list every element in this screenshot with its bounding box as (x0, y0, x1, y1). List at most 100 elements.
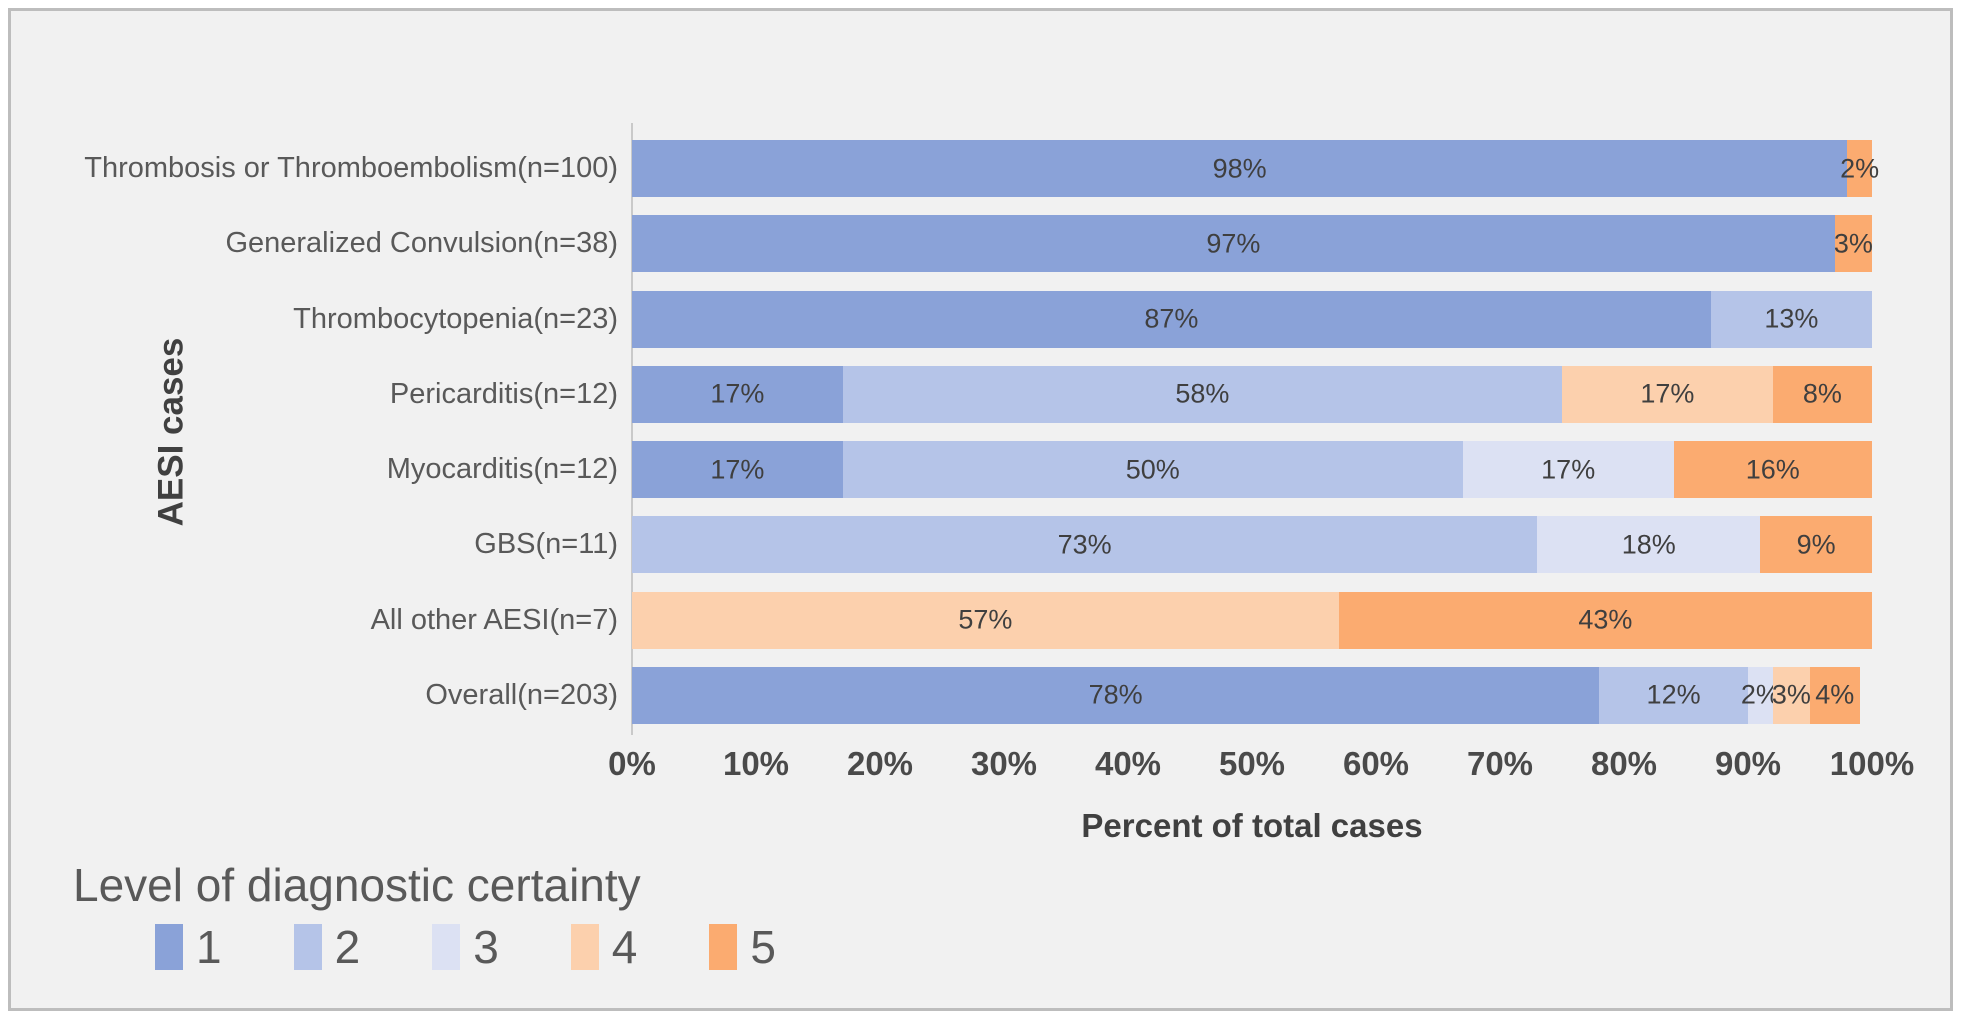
x-axis-ticks: 0% 10% 20% 30% 40% 50% 60% 70% 80% 90% 100% (608, 745, 1914, 789)
category-label: All other AESI(n=7) (370, 603, 618, 636)
bar-segment: 50% (842, 441, 1463, 499)
legend-swatch (293, 923, 322, 970)
x-tick-label: 70% (1466, 745, 1534, 782)
legend-swatch (570, 923, 599, 970)
bar: 97% 3% (632, 215, 1873, 273)
bar: 17% 58% 17% 8% (632, 365, 1872, 423)
legend-item: 1 (155, 920, 222, 974)
x-tick-label: 90% (1714, 745, 1782, 782)
legend-swatch (709, 923, 738, 970)
bar-segment: 73% (632, 516, 1538, 574)
segment-label: 8% (1802, 378, 1842, 409)
category-label: Myocarditis(n=12) (386, 453, 618, 486)
bar: 87% 13% (632, 290, 1872, 348)
bar: 73% 18% 9% (632, 516, 1872, 574)
segment-label: 18% (1621, 529, 1676, 560)
x-tick-label: 10% (722, 745, 790, 782)
bar: 17% 50% 17% 16% (632, 441, 1872, 499)
bar-segment: 4% (1809, 666, 1860, 724)
bar-segment: 9% (1760, 516, 1872, 574)
bar-segment: 97% (632, 215, 1835, 273)
legend-item: 5 (709, 920, 776, 974)
category-label: Thrombocytopenia(n=23) (293, 302, 618, 335)
bar-row: Thrombocytopenia(n=23) 87% 13% (11, 290, 1872, 348)
bar-segment: 8% (1772, 365, 1872, 423)
segment-label: 13% (1764, 303, 1819, 334)
y-axis-line (631, 123, 633, 735)
bar-rows: Thrombosis or Thromboembolism(n=100) 98% 2… (11, 131, 1879, 733)
bar-segment: 98% (632, 140, 1848, 198)
legend-item-label: 5 (750, 920, 776, 973)
bar-segment: 17% (1462, 441, 1674, 499)
segment-label: 57% (958, 604, 1013, 635)
x-tick-label: 20% (846, 745, 914, 782)
legend-items: 1 2 3 4 5 (155, 920, 776, 974)
category-label: Thrombosis or Thromboembolism(n=100) (84, 152, 618, 185)
legend-swatch (155, 923, 183, 970)
segment-label: 73% (1057, 529, 1112, 560)
bar-segment: 17% (1561, 365, 1773, 423)
bar-row: Generalized Convulsion(n=38) 97% 3% (11, 215, 1873, 273)
bar-row: Pericarditis(n=12) 17% 58% 17% 8% (11, 365, 1872, 423)
bar-row: All other AESI(n=7) 57% 43% (11, 591, 1872, 649)
legend: Level of diagnostic certainty 1 2 3 4 5 (73, 859, 776, 974)
segment-label: 78% (1088, 679, 1143, 710)
x-tick-label: 60% (1342, 745, 1410, 782)
segment-label: 4% (1815, 679, 1855, 710)
x-tick-label: 40% (1094, 745, 1162, 782)
legend-item-label: 4 (611, 920, 638, 973)
segment-label: 3% (1833, 228, 1873, 259)
x-tick-label: 100% (1829, 745, 1915, 782)
bar-segment: 17% (632, 365, 843, 423)
segment-label: 2% (1840, 153, 1880, 184)
x-tick-label: 30% (970, 745, 1038, 782)
segment-label: 87% (1144, 303, 1199, 334)
bar-segment: 57% (632, 591, 1339, 649)
category-label: Pericarditis(n=12) (389, 377, 618, 410)
segment-label: 50% (1125, 454, 1180, 485)
x-tick-label: 0% (608, 745, 656, 782)
bar-segment: 3% (1772, 666, 1811, 724)
bar-segment: 12% (1599, 666, 1748, 724)
bar-segment: 16% (1673, 441, 1872, 499)
legend-item-label: 1 (196, 920, 222, 973)
legend-title: Level of diagnostic certainty (73, 859, 641, 911)
chart-panel: AESI cases Thrombosis or Thromboembolism… (8, 8, 1953, 1011)
bar-segment: 13% (1710, 290, 1872, 348)
segment-label: 98% (1212, 153, 1267, 184)
segment-label: 12% (1646, 679, 1701, 710)
x-tick-label: 80% (1590, 745, 1658, 782)
segment-label: 9% (1796, 529, 1836, 560)
segment-label: 17% (710, 454, 765, 485)
bar: 78% 12% 2% 3% 4% (632, 666, 1872, 724)
bar-segment: 58% (842, 365, 1562, 423)
legend-item: 4 (570, 920, 638, 974)
bar-segment: 17% (632, 441, 843, 499)
bar-row: Overall(n=203) 78% 12% 2% 3% 4% (11, 666, 1872, 724)
bar-segment: 3% (1833, 215, 1873, 273)
legend-item-label: 2 (334, 920, 361, 973)
bar-segment: 78% (632, 666, 1600, 724)
segment-label: 43% (1578, 604, 1633, 635)
bar-segment: 87% (632, 290, 1711, 348)
segment-label: 58% (1175, 378, 1230, 409)
category-label: Overall(n=203) (425, 678, 618, 711)
category-label: GBS(n=11) (474, 528, 618, 561)
segment-label: 17% (1541, 454, 1596, 485)
bar: 98% 2% (632, 140, 1879, 198)
legend-item: 2 (293, 920, 361, 974)
segment-label: 17% (710, 378, 765, 409)
x-tick-label: 50% (1218, 745, 1286, 782)
segment-label: 17% (1640, 378, 1695, 409)
legend-item: 3 (432, 920, 499, 974)
segment-label: 97% (1206, 228, 1261, 259)
legend-swatch (432, 923, 461, 970)
bar-row: GBS(n=11) 73% 18% 9% (11, 516, 1872, 574)
bar-segment: 43% (1338, 591, 1872, 649)
bar-segment: 2% (1840, 140, 1879, 198)
bar-row: Thrombosis or Thromboembolism(n=100) 98% 2… (11, 140, 1879, 198)
bar-segment: 2% (1741, 666, 1780, 724)
category-label: Generalized Convulsion(n=38) (225, 227, 618, 260)
bar-segment: 18% (1537, 516, 1761, 574)
